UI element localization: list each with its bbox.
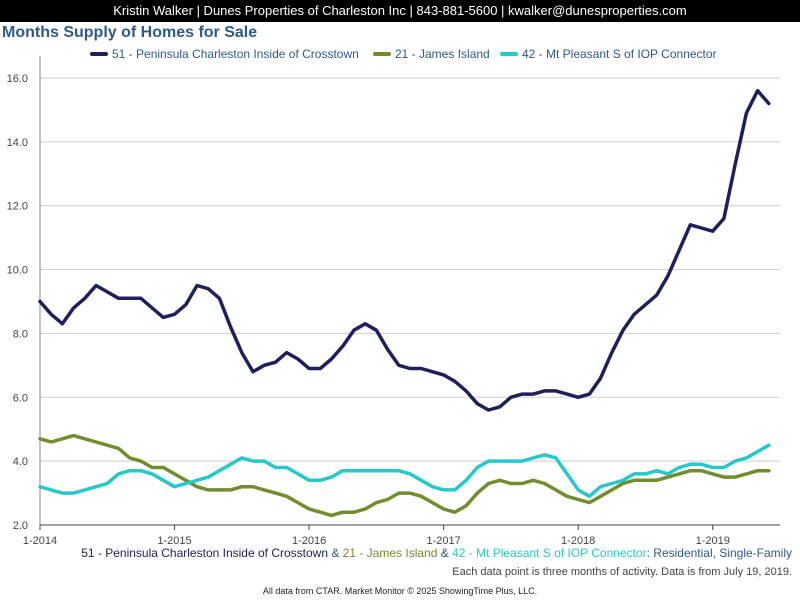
- series-line: [38, 88, 771, 412]
- y-tick-label: 2.0: [13, 520, 28, 532]
- caption-series-2: 21 - James Island: [342, 546, 438, 560]
- series-line: [38, 443, 771, 499]
- legend-label: 21 - James Island: [395, 47, 490, 61]
- caption-series-1: 51 - Peninsula Charleston Inside of Cros…: [81, 546, 328, 560]
- caption-joiner-1: &: [328, 546, 343, 560]
- legend-label: 42 - Mt Pleasant S of IOP Connector: [522, 47, 717, 61]
- x-tick-label: 1-2015: [157, 535, 191, 547]
- caption-series-3: 42 - Mt Pleasant S of IOP Connector: [452, 546, 647, 560]
- x-tick-label: 1-2014: [23, 535, 57, 547]
- y-tick-label: 4.0: [13, 456, 28, 468]
- y-tick-label: 16.0: [7, 73, 28, 85]
- source-note: All data from CTAR. Market Monitor © 202…: [262, 586, 538, 596]
- y-tick-label: 12.0: [7, 201, 28, 213]
- x-tick-label: 1-2019: [696, 535, 730, 547]
- caption-joiner-2: &: [437, 546, 453, 560]
- contact-info: Kristin Walker | Dunes Properties of Cha…: [113, 3, 687, 18]
- x-tick-label: 1-2017: [427, 535, 461, 547]
- contact-header-bar: Kristin Walker | Dunes Properties of Cha…: [0, 0, 800, 22]
- x-tick-label: 1-2018: [561, 535, 595, 547]
- x-tick-label: 1-2016: [292, 535, 326, 547]
- chart-title: Months Supply of Homes for Sale: [2, 24, 258, 41]
- y-tick-label: 8.0: [13, 328, 28, 340]
- caption-suffix: : Residential, Single-Family: [646, 546, 792, 560]
- y-tick-label: 6.0: [13, 392, 28, 404]
- y-tick-label: 10.0: [7, 265, 28, 277]
- chart-caption: 51 - Peninsula Charleston Inside of Cros…: [81, 546, 792, 560]
- legend-label: 51 - Peninsula Charleston Inside of Cros…: [112, 47, 359, 61]
- series-line: [38, 433, 771, 518]
- y-tick-label: 14.0: [7, 137, 28, 149]
- data-note: Each data point is three months of activ…: [452, 566, 792, 578]
